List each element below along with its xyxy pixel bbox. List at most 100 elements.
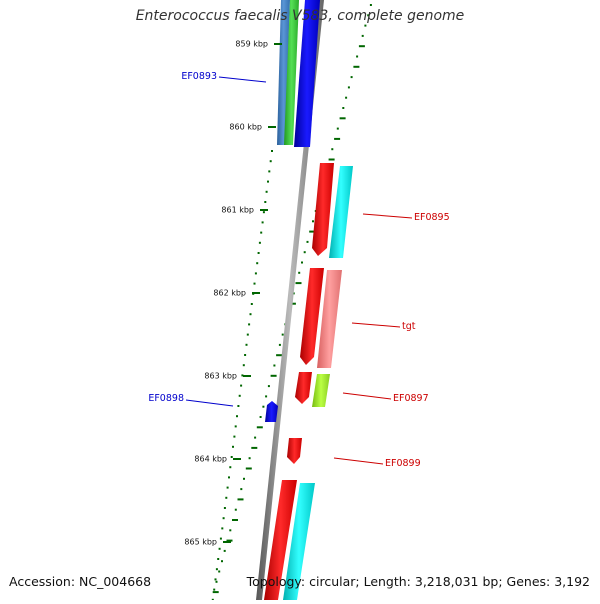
genome-backbone xyxy=(256,0,324,600)
scale-tick-mark xyxy=(260,209,268,211)
tick-dot xyxy=(233,435,236,438)
tick-dot xyxy=(261,221,264,224)
scale-tick-mark xyxy=(252,292,260,294)
gc-dot xyxy=(212,591,219,594)
gc-dot xyxy=(265,395,268,398)
gc-dot xyxy=(245,467,252,470)
tick-dot xyxy=(249,313,252,316)
tick-dot xyxy=(238,394,241,397)
feature-tgt-red[interactable] xyxy=(300,268,324,365)
gc-dot xyxy=(336,127,339,130)
tick-dot xyxy=(262,211,265,214)
gc-dot xyxy=(295,282,302,285)
tick-dot xyxy=(246,333,249,336)
feature-bottom-red[interactable] xyxy=(264,480,297,600)
map-title: Enterococcus faecalis V583, complete gen… xyxy=(135,8,465,24)
gc-dot xyxy=(312,220,314,223)
feature-ef0899-red[interactable] xyxy=(287,438,302,464)
genome-summary-text: Topology: circular; Length: 3,218,031 bp… xyxy=(246,574,590,589)
feature-ef0895-cyan[interactable] xyxy=(329,166,353,258)
gene-label-ef0897[interactable]: EF0897 xyxy=(393,393,429,404)
gc-dot xyxy=(229,529,232,532)
scale-ticks: 859 kbp 860 kbp 861 kbp 862 kbp 863 kbp 864 k… xyxy=(184,40,282,547)
tick-dot xyxy=(218,547,221,550)
feature-ef0895-red[interactable] xyxy=(312,163,334,256)
gc-dot xyxy=(281,333,284,336)
feature-tgt-pink[interactable] xyxy=(317,270,342,368)
gene-label-ef0893[interactable]: EF0893 xyxy=(181,71,217,82)
tick-dot xyxy=(268,170,271,173)
gc-dot xyxy=(358,45,365,48)
gc-dot xyxy=(331,148,334,151)
gc-dot xyxy=(232,519,238,521)
tick-dot xyxy=(215,568,218,571)
tick-dot xyxy=(226,486,229,489)
tick-dot xyxy=(234,425,237,428)
tick-dot xyxy=(229,466,232,469)
gc-dot xyxy=(270,374,277,377)
feature-bottom-cyan[interactable] xyxy=(283,483,315,600)
gc-dot xyxy=(303,251,306,254)
gc-dot xyxy=(234,508,237,511)
gc-dot xyxy=(301,261,303,264)
tick-dot xyxy=(254,272,257,275)
gc-dot xyxy=(218,570,221,573)
scale-tick-label: 862 kbp xyxy=(213,289,246,298)
gc-dot xyxy=(254,436,257,439)
gc-dot xyxy=(306,240,309,243)
gene-callout-ef0895 xyxy=(362,213,413,219)
tick-dot xyxy=(245,343,248,346)
tick-dot xyxy=(241,374,244,377)
gc-dot xyxy=(273,364,276,367)
tick-dot xyxy=(228,476,230,479)
gc-dot xyxy=(356,55,359,58)
gene-label-ef0899[interactable]: EF0899 xyxy=(385,458,421,469)
feature-ef0893-green[interactable] xyxy=(284,0,299,145)
tick-dot xyxy=(214,578,217,581)
gene-label-ef0895[interactable]: EF0895 xyxy=(414,212,450,223)
gc-dot xyxy=(267,385,270,388)
tick-track xyxy=(211,150,273,601)
tick-dot xyxy=(256,262,259,265)
gc-dot xyxy=(256,426,263,429)
scale-tick-mark xyxy=(243,375,251,377)
gene-label-ef0898[interactable]: EF0898 xyxy=(148,393,184,404)
gc-dot xyxy=(259,416,262,418)
tick-dot xyxy=(248,323,251,326)
feature-ef0898-arrow[interactable] xyxy=(265,401,278,422)
gene-callout-ef0897 xyxy=(342,392,392,400)
scale-tick-mark xyxy=(233,458,241,460)
tick-dot xyxy=(244,354,247,356)
feature-ef0897-red[interactable] xyxy=(295,372,312,404)
gene-callout-tgt xyxy=(351,322,401,328)
scale-tick-label: 865 kbp xyxy=(184,538,217,547)
gc-dot xyxy=(334,137,341,140)
feature-ef0893-steel[interactable] xyxy=(277,0,290,145)
gene-label-tgt[interactable]: tgt xyxy=(402,321,416,332)
tick-dot xyxy=(232,445,234,448)
gc-dot xyxy=(248,457,251,460)
tick-dot xyxy=(222,517,225,520)
tick-dot xyxy=(264,201,267,203)
tick-dot xyxy=(221,527,224,530)
gc-dot xyxy=(347,86,350,89)
tick-dot xyxy=(257,252,260,254)
gene-callout-ef0898 xyxy=(185,399,234,407)
gene-labels: EF0893 EF0895 tgt EF0897 EF0898 EF0899 xyxy=(148,71,449,469)
scale-tick-mark xyxy=(223,541,231,543)
gc-dot xyxy=(353,65,360,68)
tick-dot xyxy=(213,588,216,591)
gc-dot xyxy=(226,539,233,542)
scale-tick-label: 860 kbp xyxy=(229,123,262,132)
gc-dot xyxy=(240,488,243,491)
gc-dot xyxy=(223,549,226,552)
gc-dot xyxy=(262,405,265,408)
scale-tick-mark xyxy=(274,43,282,45)
feature-ef0897-yg[interactable] xyxy=(312,374,330,407)
tick-dot xyxy=(230,456,233,458)
gene-callout-ef0893 xyxy=(218,76,267,83)
scale-tick-label: 859 kbp xyxy=(235,40,268,49)
feature-ef0893-blue[interactable] xyxy=(294,0,320,147)
